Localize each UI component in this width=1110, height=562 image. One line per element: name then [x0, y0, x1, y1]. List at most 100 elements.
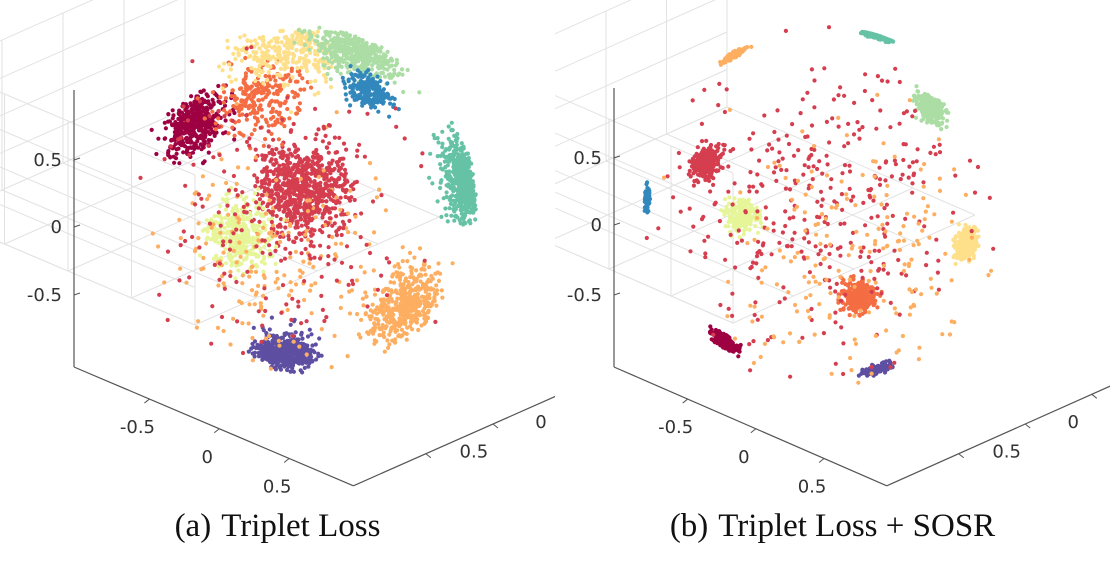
gridline: [0, 33, 186, 117]
scatter-point: [162, 157, 167, 162]
scatter-point: [211, 102, 216, 107]
scatter-point: [292, 199, 297, 204]
scatter-point: [466, 219, 472, 224]
scatter-point: [342, 222, 347, 227]
scatter-point: [313, 215, 318, 220]
scatter-point: [224, 261, 229, 266]
scatter-point: [451, 149, 456, 154]
scatter-point: [282, 273, 287, 278]
scatter-point: [452, 185, 457, 190]
scatter-point: [322, 318, 327, 324]
scatter-point: [380, 323, 385, 328]
scatter-point: [192, 122, 197, 128]
scatter-point: [339, 294, 344, 299]
scatter-point: [400, 333, 405, 338]
scatter-point: [256, 238, 261, 243]
scatter-point: [300, 182, 305, 187]
scatter-point: [275, 92, 280, 97]
scatter-point: [286, 155, 291, 160]
scatter-point: [252, 173, 257, 178]
scatter-point: [235, 193, 240, 198]
scatter-point: [240, 350, 246, 356]
scatter-point: [302, 28, 307, 33]
x-tick: [283, 458, 290, 463]
scatter-point: [293, 91, 298, 96]
scatter-point: [328, 43, 333, 48]
scatter-point: [220, 68, 225, 73]
scatter-point: [351, 187, 356, 192]
scatter-point: [435, 136, 440, 141]
scatter-point: [309, 283, 314, 288]
scatter-point: [368, 72, 373, 77]
scatter-point: [321, 168, 326, 173]
scatter-point: [374, 311, 379, 316]
caption-a-text: Triplet Loss: [221, 508, 381, 544]
scatter-point: [283, 246, 288, 251]
scatter-point: [190, 234, 195, 240]
scatter-point: [338, 207, 343, 212]
scatter-point: [261, 143, 266, 148]
scatter-point: [366, 59, 371, 64]
scatter-point: [299, 251, 304, 256]
scatter-point: [263, 308, 268, 314]
scatter-point: [229, 79, 234, 84]
scatter-point: [445, 163, 450, 168]
scatter-point: [219, 314, 225, 320]
scatter-point: [304, 47, 309, 52]
scatter-point: [449, 120, 454, 125]
scatter-point: [291, 59, 296, 65]
scatter-point: [228, 235, 233, 240]
scatter-point: [317, 158, 322, 163]
scatter-point: [281, 191, 286, 196]
scatter-point: [258, 68, 263, 73]
scatter-point: [324, 199, 329, 204]
panel-b: 0.50-0.5-0.500.50.50-0.5 (b)Triplet Loss…: [555, 0, 1110, 562]
scatter-point: [309, 171, 314, 176]
scatter-point: [228, 109, 233, 114]
scatter-point: [277, 343, 282, 348]
scatter-point: [293, 249, 298, 254]
scatter-point: [261, 313, 266, 318]
scatter-point: [328, 189, 333, 194]
scatter-point: [319, 293, 324, 298]
scatter-point: [217, 277, 222, 282]
scatter-point: [319, 327, 324, 332]
scatter-point: [440, 129, 445, 134]
scatter-point: [266, 333, 272, 339]
scatter-point: [362, 154, 367, 159]
scatter-point: [396, 107, 401, 112]
scatter-point: [268, 64, 273, 69]
scatter-point: [252, 127, 257, 132]
scatter-point: [335, 48, 340, 53]
scatter-point: [249, 219, 255, 224]
scatter-point: [404, 302, 409, 307]
scatter-point: [939, 127, 944, 132]
scatter-point: [462, 220, 467, 225]
scatter-point: [440, 141, 445, 146]
scatter-point: [297, 101, 302, 106]
scatter-point: [270, 212, 275, 217]
scatter-point: [334, 160, 339, 165]
scatter-point: [204, 241, 209, 246]
scatter-point: [285, 95, 290, 100]
scatter-point: [381, 99, 386, 105]
scatter-point: [234, 181, 239, 186]
scatter-point: [459, 172, 464, 177]
scatter-point: [290, 165, 295, 170]
scatter-point: [190, 150, 196, 155]
scatter-point: [285, 218, 290, 223]
scatter-point: [261, 81, 266, 86]
scatter-point: [253, 78, 258, 84]
scatter-point: [443, 206, 448, 211]
scatter-point: [339, 64, 344, 69]
scatter-point: [253, 184, 258, 189]
scatter-point: [322, 63, 327, 68]
scatter-point: [294, 352, 299, 357]
scatter-point: [248, 103, 253, 108]
scatter-point: [227, 218, 232, 223]
scatter-point: [398, 271, 403, 276]
scatter-point: [341, 188, 346, 193]
scatter-point: [262, 244, 267, 249]
scatter-point: [279, 335, 284, 340]
scatter-point: [239, 47, 244, 53]
